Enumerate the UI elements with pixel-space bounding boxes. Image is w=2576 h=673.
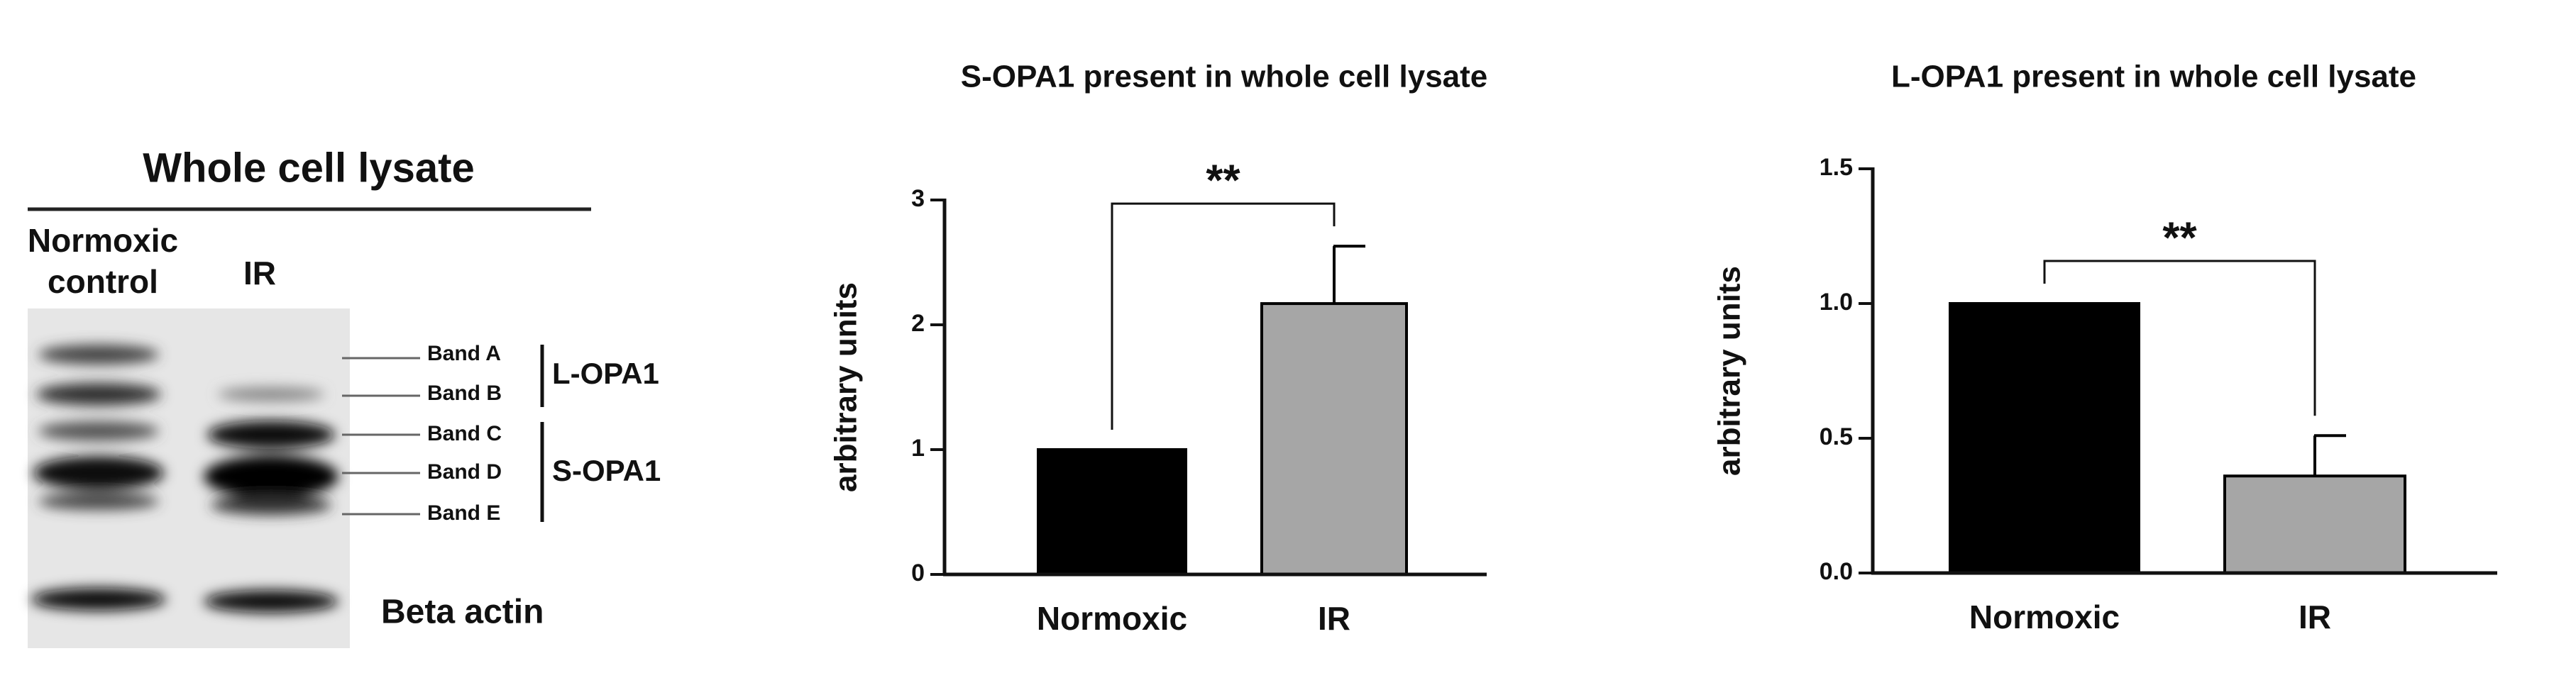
band-label: Band D <box>427 460 502 484</box>
lane-label-box: Normoxic control <box>27 222 179 300</box>
y-tick-label: 1.5 <box>1820 154 1853 181</box>
y-tick-label: 0 <box>911 560 925 586</box>
y-tick-label: 0.0 <box>1820 558 1853 585</box>
y-axis-label: arbitrary units <box>829 282 864 492</box>
chart-title: L-OPA1 present in whole cell lysate <box>1891 60 2416 94</box>
band-pointers <box>342 357 420 516</box>
band-label: Band A <box>427 342 501 365</box>
lane-label: Normoxic control <box>27 222 179 300</box>
blot-bands <box>31 345 338 613</box>
y-tick-label: 0.5 <box>1820 423 1853 450</box>
band-label: Band C <box>427 422 502 445</box>
significance-bracket <box>2043 260 2316 416</box>
significance-label: ** <box>2162 213 2197 262</box>
x-tick-label: Normoxic <box>1969 599 2120 635</box>
bar <box>2223 474 2406 575</box>
y-axis-label: arbitrary units <box>1712 266 1747 476</box>
bar <box>1037 448 1187 576</box>
y-tick-label: 2 <box>911 310 925 337</box>
y-tick-label: 3 <box>911 185 925 212</box>
significance-bracket <box>1111 202 1336 430</box>
band-label: Band E <box>427 501 500 525</box>
loading-control-label: Beta actin <box>381 594 544 631</box>
x-tick-label: IR <box>1318 600 1350 637</box>
significance-label: ** <box>1206 156 1240 205</box>
blot-title: Whole cell lysate <box>143 145 474 191</box>
bar <box>1260 302 1408 576</box>
y-tick-label: 1 <box>911 435 925 462</box>
lane-label: IR <box>243 255 276 291</box>
band-label: Band B <box>427 382 502 405</box>
group-label: L-OPA1 <box>552 357 659 390</box>
y-tick-label: 1.0 <box>1820 289 1853 316</box>
bar <box>1949 302 2140 574</box>
x-tick-label: Normoxic <box>1037 600 1187 637</box>
group-label: S-OPA1 <box>552 454 661 487</box>
x-tick-label: IR <box>2299 599 2331 635</box>
chart-title: S-OPA1 present in whole cell lysate <box>961 60 1488 94</box>
blot-panel: Whole cell lysate Normoxic control IR Ba… <box>27 145 661 648</box>
